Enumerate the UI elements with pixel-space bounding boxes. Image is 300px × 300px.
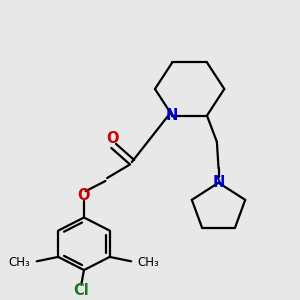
Text: CH₃: CH₃ bbox=[138, 256, 160, 269]
Text: Cl: Cl bbox=[73, 283, 88, 298]
Text: O: O bbox=[106, 131, 118, 146]
Text: N: N bbox=[166, 108, 178, 123]
Text: CH₃: CH₃ bbox=[8, 256, 30, 269]
Text: O: O bbox=[78, 188, 90, 203]
Text: N: N bbox=[212, 175, 225, 190]
